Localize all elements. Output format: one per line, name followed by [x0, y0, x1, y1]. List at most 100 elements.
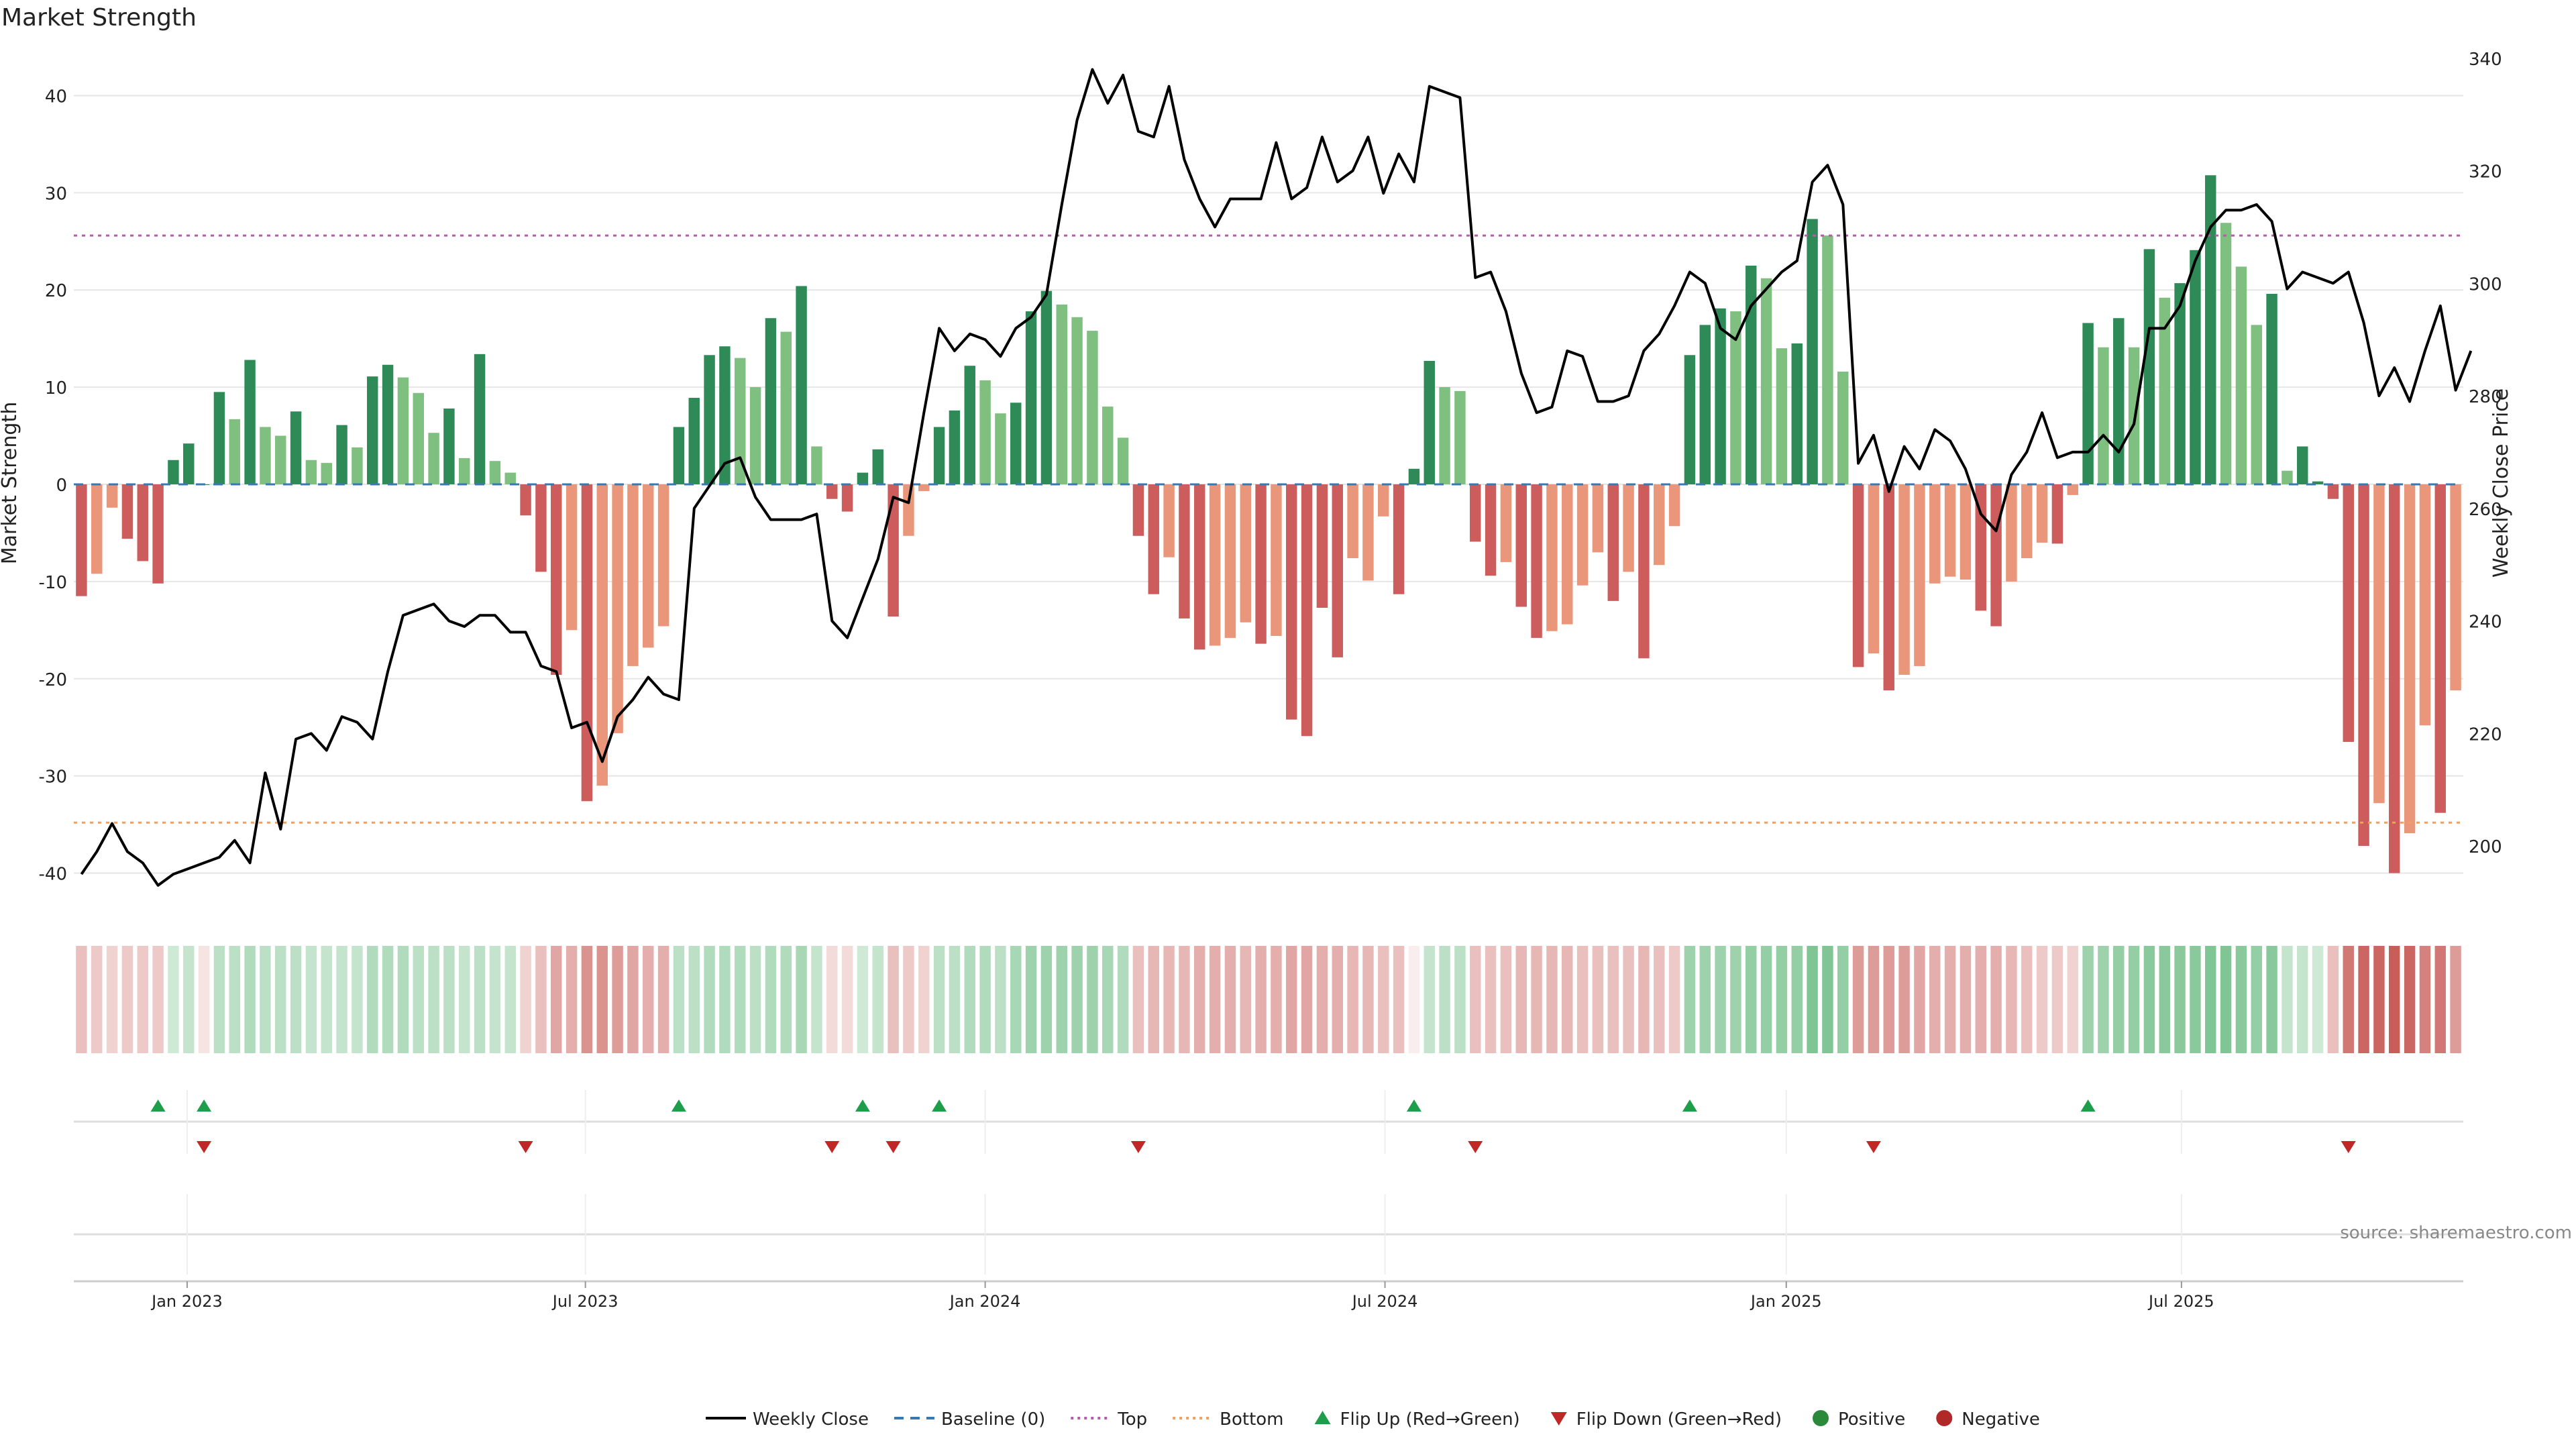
- sentiment-cell: [1776, 946, 1788, 1053]
- x-tick-label: Jul 2024: [1351, 1292, 1418, 1311]
- sentiment-cell: [933, 946, 945, 1053]
- y-tick-label: 40: [45, 87, 67, 107]
- y2-tick-label: 320: [2469, 162, 2502, 182]
- strength-bar: [1179, 484, 1190, 619]
- strength-bar: [2220, 223, 2232, 484]
- flip-down-marker: [824, 1141, 840, 1153]
- sentiment-cell: [1684, 946, 1696, 1053]
- sentiment-cell: [397, 946, 409, 1053]
- weekly-close-polyline: [80, 68, 2473, 887]
- sentiment-cell: [2327, 946, 2339, 1053]
- sentiment-cell: [183, 946, 195, 1053]
- sentiment-cell: [260, 946, 271, 1053]
- strength-bar: [1929, 484, 1941, 584]
- legend-circle-icon: [1813, 1410, 1829, 1426]
- strength-bar: [1209, 484, 1221, 646]
- strength-bar: [2190, 250, 2201, 484]
- sentiment-cell: [1730, 946, 1741, 1053]
- sentiment-cell: [1822, 946, 1833, 1053]
- strength-bar: [1500, 484, 1512, 562]
- sentiment-cell: [1010, 946, 1022, 1053]
- sentiment-cell: [1837, 946, 1849, 1053]
- strength-bar: [1576, 484, 1589, 586]
- sentiment-cell: [428, 946, 439, 1053]
- sentiment-cell: [1071, 946, 1083, 1053]
- strength-bar: [551, 484, 562, 675]
- strength-bar: [933, 427, 945, 484]
- sentiment-cell: [2205, 946, 2216, 1053]
- y2-tick-label: 240: [2469, 612, 2502, 633]
- chart-title: Market Strength: [1, 4, 197, 32]
- strength-bar: [2297, 446, 2308, 484]
- sentiment-cell: [964, 946, 975, 1053]
- strength-bar: [2343, 484, 2354, 742]
- strength-bar: [2251, 325, 2262, 484]
- y-tick-label: -20: [39, 670, 67, 690]
- strength-bar: [2174, 283, 2186, 484]
- legend-item: Bottom: [1173, 1409, 1284, 1430]
- strength-bar: [1852, 484, 1864, 667]
- sentiment-cell: [1914, 946, 1925, 1053]
- legend-item: Flip Up (Red→Green): [1314, 1409, 1520, 1430]
- sentiment-cell: [229, 946, 240, 1053]
- strength-bar: [2327, 484, 2339, 499]
- strength-bar: [229, 419, 240, 484]
- sentiment-cell: [1883, 946, 1894, 1053]
- sentiment-cell: [2220, 946, 2232, 1053]
- flip-up-marker: [1682, 1099, 1697, 1112]
- sentiment-cell: [1654, 946, 1665, 1053]
- sentiment-cell: [504, 946, 516, 1053]
- sentiment-cell: [2036, 946, 2048, 1053]
- sentiment-cell: [198, 946, 210, 1053]
- strength-bar: [2389, 484, 2400, 873]
- flip-up-marker: [1406, 1099, 1421, 1112]
- strength-bar: [1746, 265, 1757, 484]
- sentiment-cell: [2143, 946, 2155, 1053]
- strength-bar: [780, 331, 792, 484]
- sentiment-cell: [1638, 946, 1650, 1053]
- sentiment-cell: [643, 946, 654, 1053]
- strength-bar: [1071, 317, 1083, 484]
- sentiment-cell: [367, 946, 378, 1053]
- strength-bar: [995, 413, 1006, 484]
- sentiment-cell: [2098, 946, 2109, 1053]
- strength-bar: [2373, 484, 2385, 804]
- sentiment-cell: [2174, 946, 2186, 1053]
- sentiment-cell: [1699, 946, 1711, 1053]
- sentiment-cell: [2450, 946, 2461, 1053]
- strength-bar: [612, 484, 623, 733]
- strength-bar: [1960, 484, 1972, 580]
- strength-bar: [1914, 484, 1925, 666]
- sentiment-cell: [305, 946, 317, 1053]
- sentiment-cell: [2389, 946, 2400, 1053]
- sentiment-cell: [2128, 946, 2140, 1053]
- flip-up-marker: [2080, 1099, 2096, 1112]
- sentiment-cell: [489, 946, 501, 1053]
- strength-bar: [2404, 484, 2416, 834]
- legend-item: Weekly Close: [706, 1409, 869, 1430]
- strength-bar: [91, 484, 103, 574]
- sentiment-cell: [1132, 946, 1144, 1053]
- strength-bar: [2312, 481, 2324, 484]
- sentiment-cell: [566, 946, 578, 1053]
- sentiment-cell: [872, 946, 883, 1053]
- legend-label: Positive: [1838, 1409, 1905, 1430]
- strength-bar: [1760, 278, 1772, 484]
- y-tick-label: -30: [39, 767, 67, 788]
- sentiment-cell: [841, 946, 853, 1053]
- reference-lines: [74, 234, 2463, 824]
- strength-bar: [382, 364, 394, 484]
- flip-down-marker: [1468, 1141, 1483, 1153]
- sentiment-cell: [1515, 946, 1527, 1053]
- sentiment-cell: [995, 946, 1006, 1053]
- strength-bar: [811, 446, 822, 484]
- strength-bar: [305, 460, 317, 484]
- sentiment-cell: [688, 946, 700, 1053]
- sentiment-cell: [888, 946, 899, 1053]
- sentiment-cell: [2419, 946, 2431, 1053]
- sentiment-cell: [2404, 946, 2416, 1053]
- sentiment-cell: [2067, 946, 2078, 1053]
- strength-bar: [106, 484, 118, 508]
- sentiment-cell: [1607, 946, 1619, 1053]
- sentiment-cell: [627, 946, 639, 1053]
